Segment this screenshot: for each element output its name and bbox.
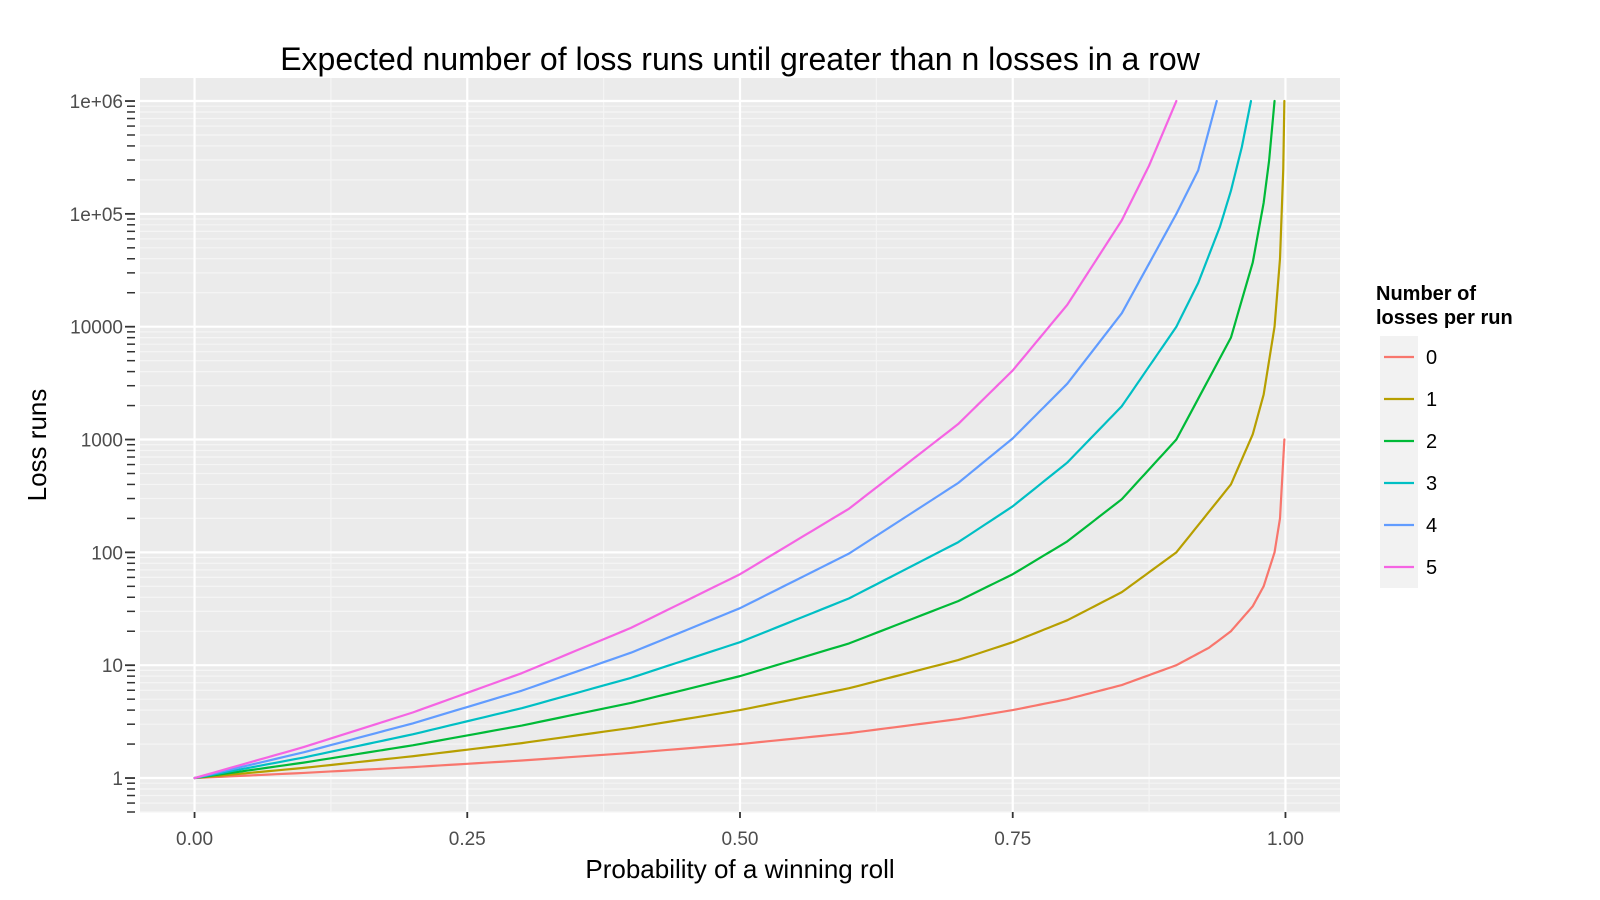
y-tick-label: 1e+06 bbox=[70, 92, 123, 113]
x-axis-title: Probability of a winning roll bbox=[585, 854, 894, 884]
series-lines bbox=[193, 99, 1286, 780]
series-line-0 bbox=[193, 438, 1286, 780]
series-line-1 bbox=[193, 99, 1286, 780]
legend-label-5: 5 bbox=[1426, 557, 1437, 579]
legend-label-3: 3 bbox=[1426, 473, 1437, 495]
y-tick-label: 1 bbox=[112, 769, 123, 790]
legend-label-2: 2 bbox=[1426, 431, 1437, 453]
x-tick-label: 1.00 bbox=[1267, 829, 1304, 850]
legend-label-0: 0 bbox=[1426, 347, 1437, 369]
legend-label-4: 4 bbox=[1426, 515, 1437, 537]
y-tick-label: 10 bbox=[102, 656, 123, 677]
major-gridlines bbox=[140, 78, 1340, 812]
legend-items: 0 1 2 3 4 5 bbox=[1380, 336, 1437, 588]
chart-title: Expected number of loss runs until great… bbox=[280, 41, 1200, 77]
legend-title-line-1: Number of bbox=[1376, 283, 1476, 305]
x-tick-label: 0.50 bbox=[722, 829, 759, 850]
y-tick-label: 10000 bbox=[70, 318, 123, 339]
x-tick-label: 0.00 bbox=[176, 829, 213, 850]
x-tick-label: 0.75 bbox=[994, 829, 1031, 850]
legend-label-1: 1 bbox=[1426, 389, 1437, 411]
y-axis: 1 10 100 1000 10000 1e+05 1e+06 bbox=[70, 92, 135, 813]
y-axis-title: Loss runs bbox=[22, 389, 52, 502]
legend-title-line-2: losses per run bbox=[1376, 307, 1513, 329]
y-tick-label: 100 bbox=[91, 543, 123, 564]
series-line-2 bbox=[193, 99, 1276, 780]
y-tick-label: 1e+05 bbox=[70, 205, 123, 226]
series-line-3 bbox=[193, 99, 1253, 780]
series-line-5 bbox=[193, 99, 1178, 780]
x-axis: 0.00 0.25 0.50 0.75 1.00 bbox=[176, 812, 1304, 850]
legend: Number of losses per run 0 1 2 3 4 5 bbox=[1376, 283, 1513, 588]
x-tick-label: 0.25 bbox=[449, 829, 486, 850]
series-line-4 bbox=[193, 99, 1218, 780]
y-tick-label: 1000 bbox=[81, 431, 123, 452]
